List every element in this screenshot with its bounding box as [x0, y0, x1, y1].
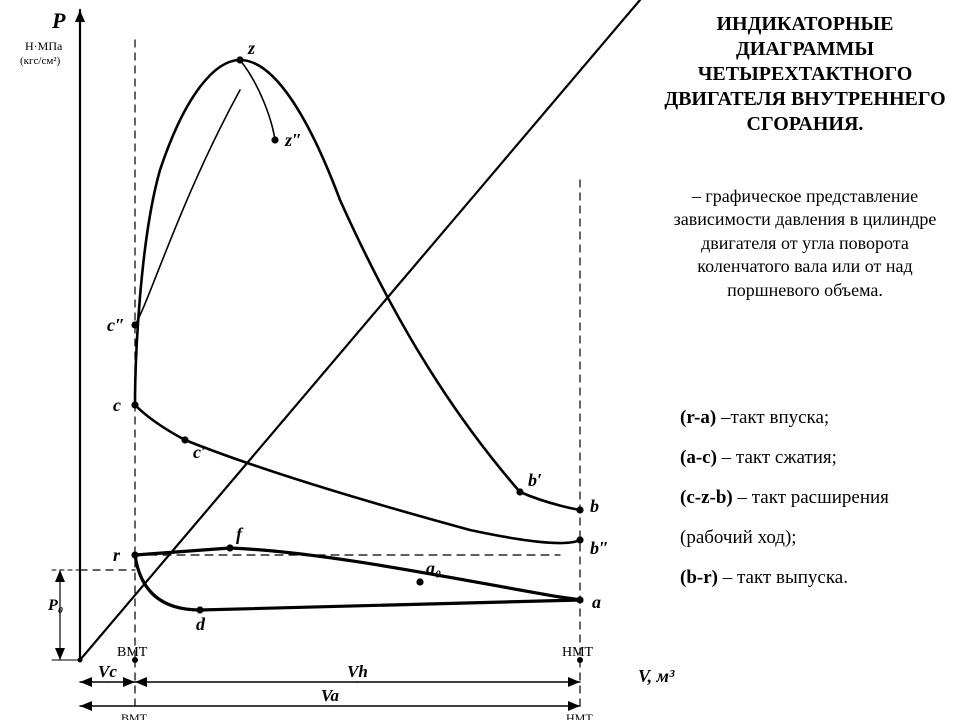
diagram-title: ИНДИКАТОРНЫЕ ДИАГРАММЫ ЧЕТЫРЕХТАКТНОГО Д…: [660, 12, 950, 137]
svg-text:(кгс/см²): (кгс/см²): [20, 55, 61, 67]
svg-text:НМТ: НМТ: [562, 645, 594, 660]
svg-text:a₀: a₀: [426, 558, 441, 578]
legend-item: (r-a) –такт впуска;: [680, 398, 940, 438]
svg-text:c: c: [113, 395, 121, 415]
svg-text:a: a: [592, 592, 601, 612]
svg-text:f: f: [236, 524, 244, 544]
diagram-root: { "canvas": {"w":960,"h":720,"bg":"#ffff…: [0, 0, 960, 720]
svg-text:b: b: [590, 496, 599, 516]
svg-text:d: d: [196, 614, 206, 634]
svg-text:Va: Va: [321, 686, 339, 705]
svg-text:b′: b′: [528, 470, 542, 490]
legend-item: (c-z-b) – такт расширения (рабочий ход);: [680, 478, 940, 558]
svg-text:P₀: P₀: [47, 597, 63, 614]
svg-text:V, м³: V, м³: [638, 666, 675, 686]
svg-text:Н·МПа: Н·МПа: [25, 39, 63, 53]
svg-text:P: P: [51, 8, 66, 33]
svg-text:ВМТ: ВМТ: [117, 645, 148, 660]
svg-text:r: r: [113, 545, 121, 565]
svg-text:c″: c″: [107, 315, 125, 335]
stroke-legend: (r-a) –такт впуска;(a-c) – такт сжатия;(…: [680, 398, 940, 597]
svg-text:z″: z″: [284, 130, 302, 150]
svg-text:НМТ: НМТ: [566, 711, 593, 720]
legend-item: (b-r) – такт выпуска.: [680, 558, 940, 598]
svg-text:ВМТ: ВМТ: [121, 711, 148, 720]
svg-text:Vc: Vc: [98, 662, 117, 681]
svg-text:Vh: Vh: [347, 662, 368, 681]
svg-text:z: z: [247, 38, 255, 58]
legend-item: (a-c) – такт сжатия;: [680, 438, 940, 478]
svg-text:c′: c′: [193, 442, 206, 462]
diagram-description: – графическое представление зависимости …: [660, 185, 950, 302]
svg-text:b″: b″: [590, 538, 609, 558]
